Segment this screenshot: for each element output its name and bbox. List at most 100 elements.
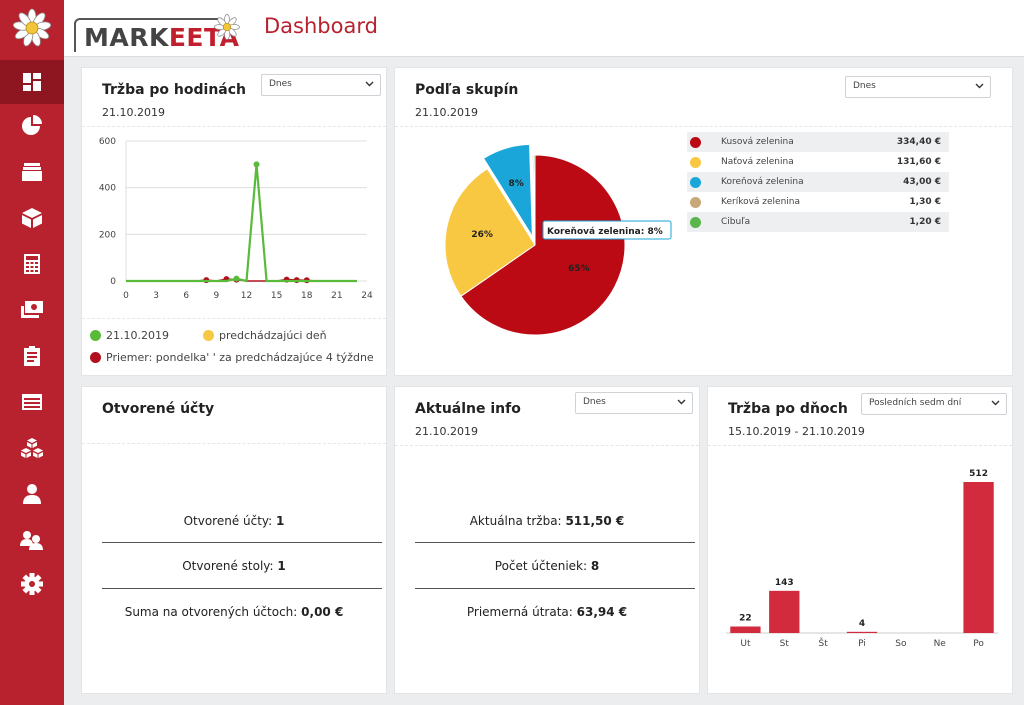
x-tick-label: 18 [301, 291, 313, 301]
nav-dashboard[interactable] [0, 60, 64, 104]
money-icon [21, 301, 43, 318]
slice-percent-label: 26% [471, 230, 493, 240]
period-select[interactable]: Dnes [261, 74, 381, 96]
group-value: 334,40 € [896, 137, 941, 147]
average-spend: Priemerná útrata: 63,94 € [466, 605, 628, 619]
list-icon [22, 394, 42, 410]
dashboard-icon [23, 73, 41, 91]
chevron-down-icon [975, 83, 984, 89]
x-tick-label: 12 [241, 291, 252, 301]
bar-value-label: 143 [775, 578, 794, 588]
period-select-value: Dnes [269, 79, 292, 89]
group-name: Kusová zelenina [721, 137, 794, 147]
legend-dot [90, 352, 101, 363]
bar [769, 590, 800, 633]
group-name: Naťová zelenina [721, 157, 794, 167]
open-accounts-sum: Suma na otvorených účtoch: 0,00 € [124, 605, 344, 619]
group-value: 1,30 € [909, 197, 941, 207]
period-select[interactable]: Dnes [575, 392, 693, 414]
nav-users[interactable] [0, 518, 64, 562]
bar-value-label: 4 [859, 619, 865, 629]
tooltip-text: Koreňová zelenina: 8% [547, 227, 663, 237]
period-select-value: Posledních sedm dní [869, 398, 962, 408]
period-select[interactable]: Posledních sedm dní [861, 393, 1007, 415]
nav-inbox[interactable] [0, 150, 64, 194]
user-icon [23, 484, 41, 504]
pie-slice [533, 154, 536, 246]
x-tick-label: Št [819, 637, 829, 649]
group-value: 1,20 € [909, 217, 941, 227]
brand-name-part: MARK [84, 23, 169, 52]
brand-flower-icon [214, 14, 240, 40]
bar-value-label: 512 [969, 469, 988, 479]
calculator-icon [24, 254, 40, 274]
group-row[interactable]: Koreňová zelenina 43,00 € [687, 172, 949, 192]
x-tick-label: 24 [361, 291, 373, 301]
x-tick-label: 6 [183, 291, 189, 301]
bar [730, 626, 761, 633]
hourly-revenue-card: Tržba po hodinách 21.10.2019 Dnes 0 200 40… [81, 67, 387, 376]
pie-chart-icon [22, 115, 42, 135]
card-title: Aktuálne info [415, 401, 521, 417]
bar-value-label: 22 [739, 614, 752, 624]
current-info-card: Aktuálne info 21.10.2019 Dnes Aktuálna t… [394, 386, 700, 694]
x-tick-label: So [895, 639, 907, 649]
sidebar [0, 0, 64, 705]
groups-legend-table: Kusová zelenina 334,40 € Naťová zelenina 13… [687, 132, 949, 232]
bar [846, 631, 878, 633]
x-tick-label: 3 [153, 291, 159, 301]
open-tables-count: Otvorené stoly: 1 [182, 559, 286, 573]
card-title: Podľa skupín [415, 82, 519, 98]
group-color-dot [690, 216, 701, 228]
group-row[interactable]: Naťová zelenina 131,60 € [687, 152, 949, 172]
card-title: Otvorené účty [102, 401, 215, 417]
groups-card: Podľa skupín 21.10.2019 Dnes 65% 26% 8% Kor… [394, 67, 1013, 376]
group-row[interactable]: Keríková zelenina 1,30 € [687, 192, 949, 212]
x-tick-label: Ne [934, 639, 947, 649]
inbox-icon [22, 163, 42, 181]
legend-item-average[interactable]: Priemer: pondelka' ' za predchádzajúce 4… [90, 351, 374, 364]
x-tick-label: Po [973, 639, 984, 649]
flower-logo-icon[interactable] [0, 0, 64, 56]
x-tick-label: 21 [331, 291, 342, 301]
group-color-dot [690, 156, 701, 168]
nav-products[interactable] [0, 196, 64, 240]
group-name: Keríková zelenina [721, 197, 801, 207]
legend-dot [90, 330, 101, 341]
nav-user[interactable] [0, 472, 64, 516]
top-header: MARKEETA Dashboard [64, 0, 1024, 57]
data-point-today [233, 275, 240, 282]
cube-icon [22, 208, 42, 228]
period-select[interactable]: Dnes [845, 76, 991, 98]
clipboard-icon [24, 346, 40, 366]
chevron-down-icon [365, 81, 374, 87]
group-value: 131,60 € [896, 157, 941, 167]
card-title: Tržba po dňoch [728, 401, 848, 417]
nav-warehouse[interactable] [0, 426, 64, 470]
cubes-icon [21, 438, 43, 458]
card-date-range: 15.10.2019 - 21.10.2019 [728, 425, 865, 438]
chevron-down-icon [677, 399, 686, 405]
bar [963, 482, 994, 633]
card-date: 21.10.2019 [415, 106, 478, 119]
group-row[interactable]: Cibuľa 1,20 € [687, 212, 949, 232]
current-revenue: Aktuálna tržba: 511,50 € [469, 514, 625, 528]
legend-item-previous[interactable]: predchádzajúci deň [203, 329, 327, 342]
x-tick-label: St [780, 639, 790, 649]
group-name: Koreňová zelenina [721, 177, 804, 187]
group-row[interactable]: Kusová zelenina 334,40 € [687, 132, 949, 152]
open-accounts-card: Otvorené účty Otvorené účty: 1 Otvorené … [81, 386, 387, 694]
nav-settings[interactable] [0, 562, 64, 606]
open-accounts-count: Otvorené účty: 1 [183, 514, 285, 528]
series-line-today [126, 164, 357, 283]
nav-calculator[interactable] [0, 242, 64, 286]
nav-statistics[interactable] [0, 104, 64, 148]
legend-item-today[interactable]: 21.10.2019 [90, 329, 169, 342]
nav-payments[interactable] [0, 288, 64, 332]
x-tick-label: 15 [271, 291, 282, 301]
nav-lists[interactable] [0, 380, 64, 424]
period-select-value: Dnes [583, 397, 606, 407]
brand-logo[interactable]: MARKEETA [72, 10, 242, 52]
nav-orders[interactable] [0, 334, 64, 378]
slice-percent-label: 65% [568, 264, 590, 274]
